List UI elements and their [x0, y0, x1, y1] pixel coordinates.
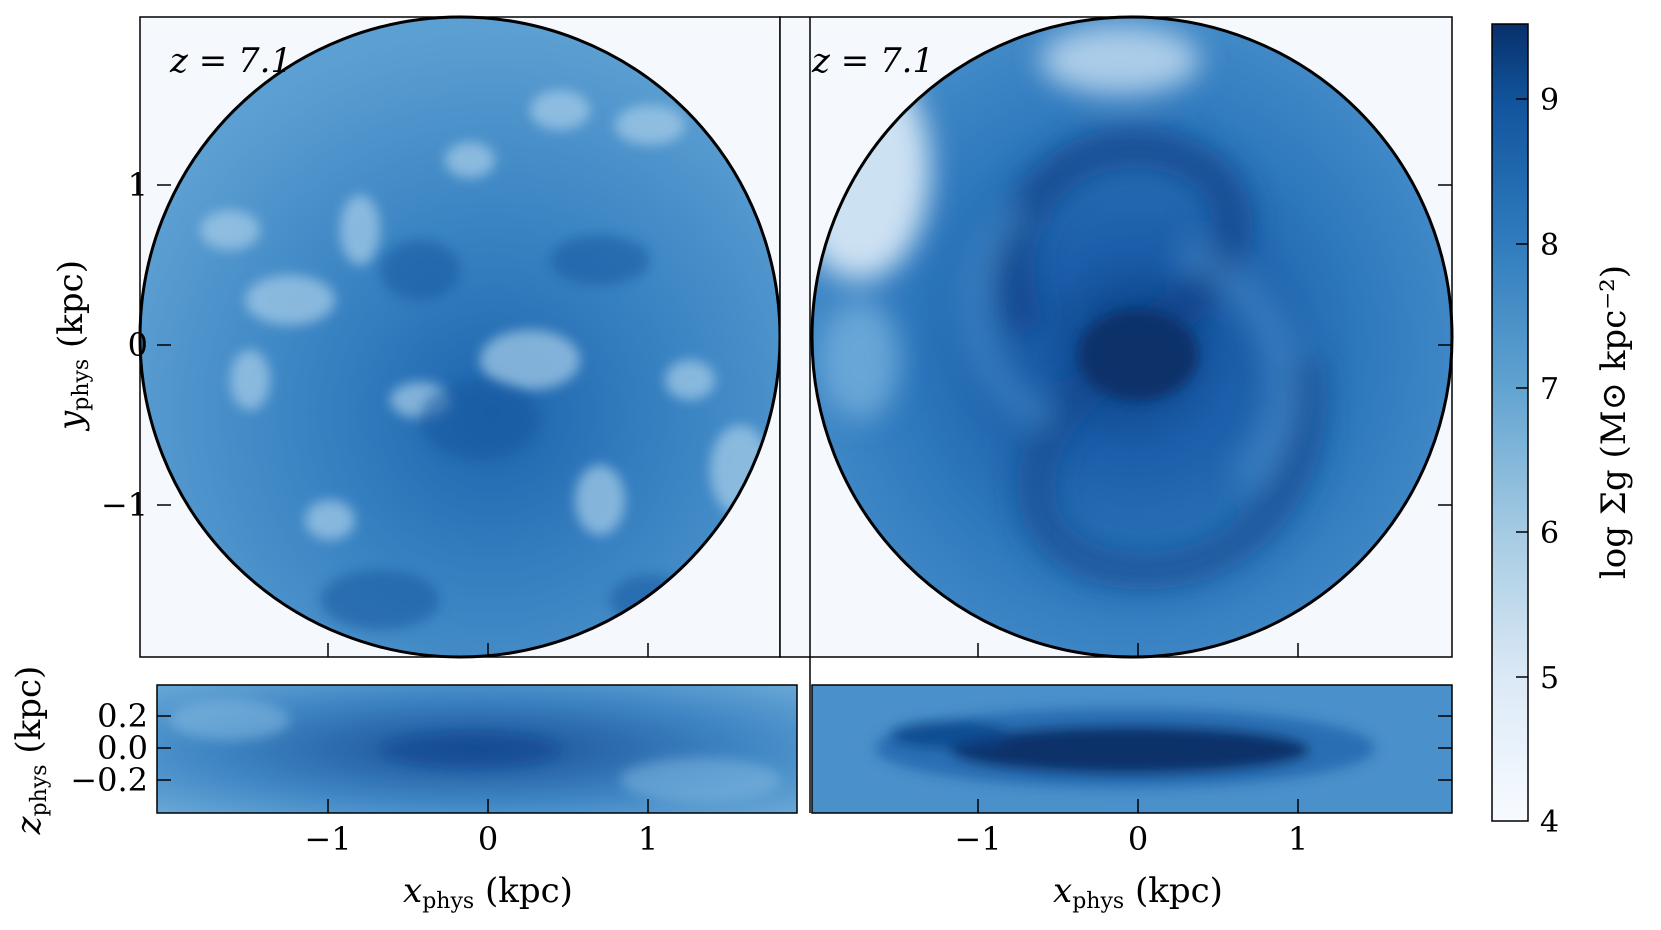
colorbar-tick-label: 4: [1540, 805, 1559, 840]
colorbar-tick-label: 7: [1540, 372, 1559, 407]
x-tick-label: 0: [1128, 820, 1148, 858]
colorbar-tick-label: 9: [1540, 83, 1559, 118]
colorbar-tick-label: 8: [1540, 228, 1559, 263]
z-tick-label: −0.2: [70, 761, 148, 799]
x-tick-label: 1: [638, 820, 658, 858]
left-edge-on-panel: [156, 684, 798, 814]
x-axis-label-left: xphys (kpc): [403, 871, 573, 914]
z-tick-label: 0.0: [97, 729, 148, 767]
left-gas-density-map: [140, 17, 780, 657]
colorbar-tick-label: 5: [1540, 661, 1559, 696]
y-tick-labels: 1 0 −1: [101, 166, 148, 524]
right-redshift-label: z = 7.1: [811, 41, 934, 81]
right-face-on-panel: z = 7.1: [779, 15, 1454, 659]
x-tick-label: −1: [954, 820, 1001, 858]
right-edge-on-panel: [811, 684, 1453, 814]
z-axis-label: zphys (kpc): [9, 666, 52, 836]
y-tick-label: 0: [128, 326, 148, 364]
x-tick-label: −1: [304, 820, 351, 858]
left-redshift-label: z = 7.1: [169, 41, 292, 81]
x-tick-labels-left: −1 0 1: [304, 820, 658, 858]
x-tick-labels-right: −1 0 1: [954, 820, 1308, 858]
x-axis-label-right: xphys (kpc): [1053, 871, 1223, 914]
left-face-on-panel: z = 7.1: [138, 15, 782, 659]
tick-marks: [157, 184, 1452, 813]
x-tick-label: 1: [1288, 820, 1308, 858]
y-axis-label: yphys (kpc): [51, 260, 94, 432]
y-tick-label: −1: [101, 486, 148, 524]
z-tick-label: 0.2: [97, 697, 148, 735]
colorbar-tick-label: 6: [1540, 516, 1559, 551]
y-tick-label: 1: [128, 166, 148, 204]
colorbar-ticks: [1516, 98, 1528, 678]
colorbar-label: log Σg (M⊙ kpc⁻²): [1594, 265, 1634, 579]
z-tick-labels: 0.2 0.0 −0.2: [70, 697, 148, 799]
x-tick-label: 0: [478, 820, 498, 858]
colorbar: 9 8 7 6 5 4 log Σg (M⊙ kpc⁻²): [1491, 23, 1634, 840]
colorbar-gradient: [1491, 23, 1529, 822]
